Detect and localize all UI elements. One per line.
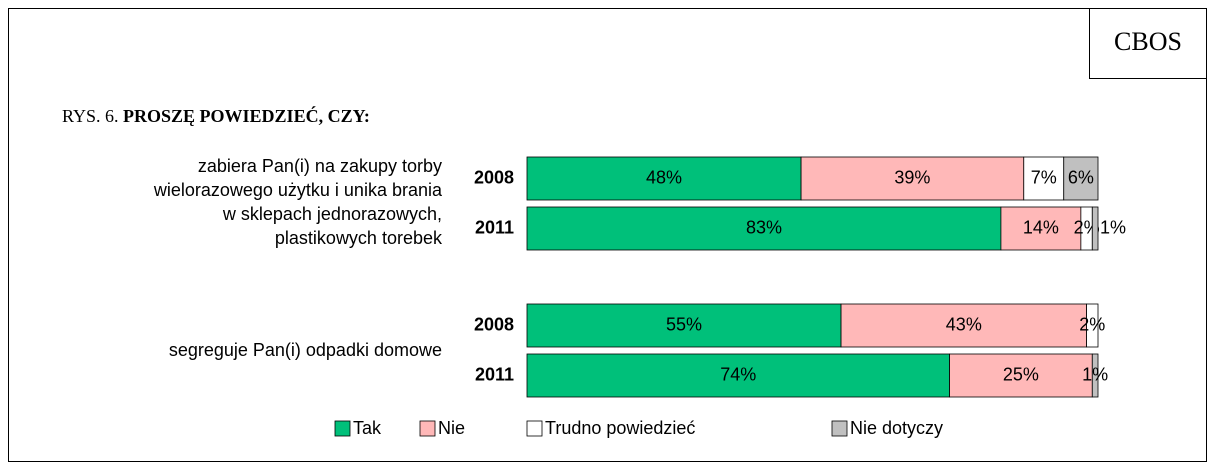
bar-segment — [1063, 156, 1099, 201]
group-label: w sklepach jednorazowych, — [222, 204, 442, 224]
frame — [8, 8, 1207, 462]
value-label: 2% — [1079, 314, 1105, 334]
bar-segment — [526, 353, 950, 398]
category-label: 2008 — [474, 167, 514, 187]
legend-label: Trudno powiedzieć — [545, 418, 695, 438]
group-label: segreguje Pan(i) odpadki domowe — [169, 340, 442, 360]
category-label: 2011 — [475, 364, 514, 384]
bar-segment — [1091, 206, 1099, 251]
legend-label: Tak — [353, 418, 382, 438]
value-label: 74% — [720, 364, 756, 384]
bar-segment — [840, 303, 1087, 348]
legend-swatch — [831, 420, 848, 437]
group-label: wielorazowego użytku i unika brania — [153, 180, 443, 200]
value-label: 1% — [1100, 217, 1126, 237]
value-label: 83% — [746, 217, 782, 237]
legend-label: Nie dotyczy — [850, 418, 943, 438]
bar-segment — [1086, 303, 1099, 348]
bar-segment — [1091, 353, 1099, 398]
value-label: 48% — [646, 167, 682, 187]
group-label: plastikowych torebek — [275, 228, 443, 248]
bar-segment — [526, 156, 802, 201]
title: RYS. 6. PROSZĘ POWIEDZIEĆ, CZY: — [62, 105, 370, 126]
category-label: 2011 — [475, 217, 514, 237]
logo-text: CBOS — [1114, 27, 1182, 56]
value-label: 7% — [1031, 167, 1057, 187]
value-label: 39% — [894, 167, 930, 187]
legend-swatch — [334, 420, 351, 437]
value-label: 14% — [1023, 217, 1059, 237]
value-label: 6% — [1068, 167, 1094, 187]
group-label: zabiera Pan(i) na zakupy torby — [198, 156, 442, 176]
legend-swatch — [526, 420, 543, 437]
value-label: 55% — [666, 314, 702, 334]
logo-box — [1089, 8, 1207, 79]
legend-swatch — [419, 420, 436, 437]
bar-segment — [1000, 206, 1082, 251]
bar-segment — [1023, 156, 1065, 201]
bar-segment — [949, 353, 1093, 398]
value-label: 25% — [1003, 364, 1039, 384]
figure-label: RYS. 6. — [62, 106, 119, 126]
bar-segment — [526, 303, 842, 348]
category-label: 2008 — [474, 314, 514, 334]
value-label: 1% — [1082, 364, 1108, 384]
title-text: PROSZĘ POWIEDZIEĆ, CZY: — [123, 105, 370, 126]
bar-segment — [526, 206, 1002, 251]
legend-label: Nie — [438, 418, 465, 438]
value-label: 43% — [946, 314, 982, 334]
